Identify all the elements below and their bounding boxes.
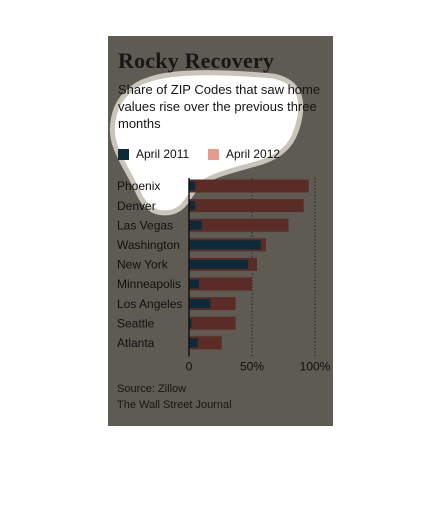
bar-chart: Phoenix Denver Las Vegas Washington New York… xyxy=(117,178,331,373)
category-label: Los Angeles xyxy=(117,297,182,311)
bar-april-2012-7 xyxy=(189,316,236,330)
category-label: Seattle xyxy=(117,316,155,330)
chart-subtitle: Share of ZIP Codes that saw home values … xyxy=(118,82,321,131)
category-label: Las Vegas xyxy=(117,218,173,232)
chart-legend: April 2011 April 2012 xyxy=(118,147,328,163)
category-label: Atlanta xyxy=(117,336,155,350)
legend-label-april-2011: April 2011 xyxy=(136,147,190,161)
bar-april-2011-8 xyxy=(189,338,198,348)
bar-april-2012-2 xyxy=(189,218,289,232)
bar-april-2012-5 xyxy=(189,277,252,291)
chart-title: Rocky Recovery xyxy=(118,48,275,73)
category-label: Washington xyxy=(117,238,180,252)
bar-april-2012-0 xyxy=(189,179,309,193)
source-note: Source: Zillow The Wall Street Journal xyxy=(117,381,232,413)
bar-april-2011-3 xyxy=(189,240,261,250)
bar-april-2011-1 xyxy=(189,201,196,211)
bar-april-2011-5 xyxy=(189,279,200,289)
source-line: Source: Zillow xyxy=(117,383,187,395)
chart-panel: Rocky Recovery Share of ZIP Codes that s… xyxy=(108,36,333,426)
tick-label: 100% xyxy=(300,359,331,373)
bar-april-2011-2 xyxy=(189,220,202,230)
bar-april-2011-6 xyxy=(189,299,211,309)
legend-item-april-2012: April 2012 xyxy=(208,147,280,161)
category-label: Minneapolis xyxy=(117,277,181,291)
bar-april-2012-1 xyxy=(189,199,304,213)
category-label: Denver xyxy=(117,199,156,213)
category-label: New York xyxy=(117,258,169,272)
legend-swatch-april-2011 xyxy=(118,148,129,160)
legend-swatch-april-2012 xyxy=(208,148,219,160)
category-label: Phoenix xyxy=(117,179,160,193)
bar-april-2011-7 xyxy=(189,318,192,328)
publisher-line: The Wall Street Journal xyxy=(117,399,232,411)
tick-label: 0 xyxy=(186,359,193,373)
bar-april-2011-0 xyxy=(189,181,196,191)
bar-april-2011-4 xyxy=(189,259,249,269)
legend-label-april-2012: April 2012 xyxy=(226,147,281,161)
legend-item-april-2011: April 2011 xyxy=(118,147,189,161)
tick-label: 50% xyxy=(240,359,264,373)
